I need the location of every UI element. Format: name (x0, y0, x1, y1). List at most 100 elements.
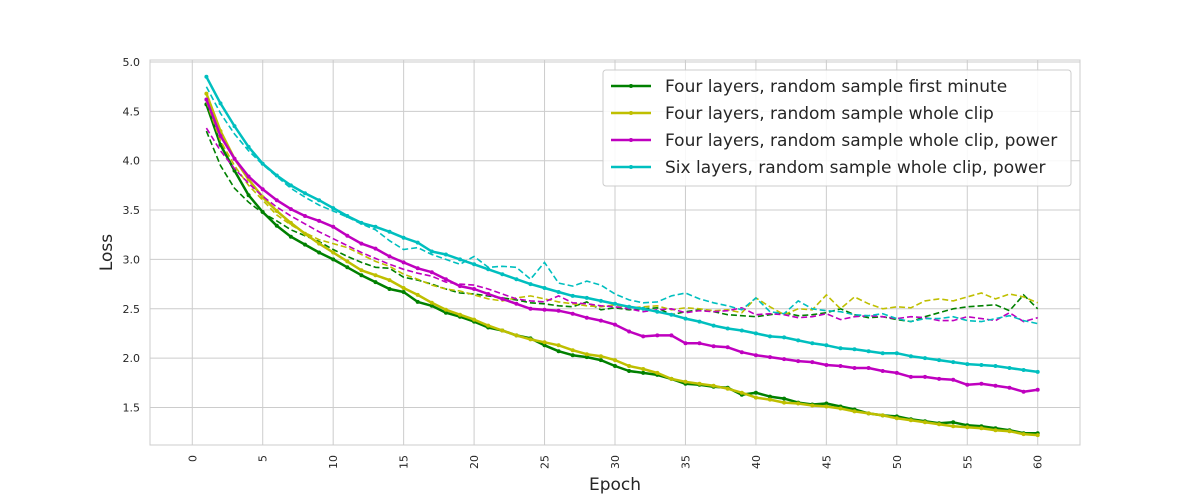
training-data-point (429, 249, 434, 254)
training-data-point (472, 287, 477, 291)
training-data-point (584, 352, 589, 357)
training-data-point (1035, 387, 1040, 392)
training-data-point (655, 333, 660, 338)
training-data-point (598, 354, 603, 359)
training-data-point (739, 350, 744, 355)
x-tick-label: 5 (257, 455, 270, 462)
legend-label: Six layers, random sample whole clip, po… (665, 158, 1045, 178)
training-data-point (697, 381, 702, 386)
training-data-point (683, 341, 688, 346)
training-data-point (443, 277, 448, 282)
training-data-point (697, 319, 702, 324)
y-tick-label: 2.5 (123, 303, 141, 316)
training-data-point (232, 156, 237, 161)
training-data-point (965, 362, 970, 367)
training-data-point (260, 195, 265, 200)
legend-swatch-marker (629, 111, 633, 115)
training-data-point (542, 307, 547, 312)
training-data-point (528, 337, 533, 342)
training-data-point (655, 370, 660, 375)
training-data-point (613, 364, 617, 368)
training-data-point (725, 386, 730, 391)
training-data-point (683, 316, 688, 321)
training-data-point (387, 229, 392, 234)
training-data-point (274, 198, 279, 203)
training-data-point (317, 241, 322, 246)
training-data-point (246, 174, 251, 179)
training-data-point (838, 346, 843, 351)
training-data-point (345, 214, 350, 218)
training-data-point (838, 364, 843, 368)
training-data-point (951, 420, 956, 425)
training-data-point (782, 396, 787, 401)
y-axis-label: Loss (97, 234, 117, 271)
training-data-point (288, 183, 293, 188)
training-data-point (669, 312, 674, 317)
training-data-point (1035, 433, 1040, 438)
training-data-point (274, 209, 279, 213)
training-data-point (331, 257, 336, 262)
training-data-point (218, 142, 223, 147)
training-data-point (500, 328, 505, 333)
y-tick-label: 4.0 (123, 155, 141, 168)
training-data-point (345, 259, 350, 264)
training-data-point (894, 370, 899, 375)
training-data-point (711, 344, 716, 349)
x-tick-label: 0 (186, 455, 199, 462)
training-data-point (584, 295, 589, 300)
training-data-point (739, 390, 744, 395)
training-data-point (303, 231, 307, 236)
legend-label: Four layers, random sample first minute (665, 77, 1007, 97)
training-data-point (711, 383, 716, 388)
training-data-point (429, 300, 434, 305)
training-data-point (500, 296, 505, 301)
tick-labels: 0 5 10 15 20 25 30 35 40 45 50 55 60 1.5 2.0 2.5 3.0 3.5 4… (123, 56, 1045, 469)
training-data-point (979, 426, 984, 431)
training-data-point (866, 349, 871, 354)
training-data-point (993, 364, 998, 368)
training-data-point (472, 262, 477, 267)
training-data-point (782, 335, 787, 340)
training-data-point (627, 364, 632, 368)
training-data-point (345, 265, 350, 270)
training-data-point (824, 343, 829, 348)
training-data-point (965, 382, 970, 387)
training-data-point (923, 356, 927, 361)
training-data-point (655, 309, 660, 314)
training-data-point (937, 422, 942, 427)
training-data-point (1007, 385, 1012, 390)
x-axis-label: Epoch (589, 475, 641, 495)
series-four-layers-random-sample-whole-clip-power (204, 97, 1040, 394)
training-data-point (1035, 369, 1040, 374)
training-data-point (331, 206, 336, 211)
training-data-point (443, 310, 448, 315)
y-tick-label: 4.5 (123, 105, 141, 118)
training-data-point (768, 355, 772, 360)
training-data-point (373, 224, 378, 229)
training-data-point (528, 282, 533, 287)
x-tick-label: 60 (1032, 455, 1045, 469)
training-data-point (232, 124, 237, 129)
training-data-point (415, 299, 420, 304)
validation-loss-line (205, 127, 1038, 323)
legend-item: Four layers, random sample whole clip (611, 104, 994, 124)
training-data-point (401, 286, 406, 290)
training-data-point (866, 366, 871, 370)
training-data-point (570, 353, 575, 358)
plot-frame (149, 59, 1081, 446)
training-data-point (627, 304, 632, 309)
training-data-point (204, 91, 209, 96)
legend-label: Four layers, random sample whole clip, p… (665, 131, 1057, 151)
training-data-point (613, 301, 617, 306)
training-data-point (584, 355, 589, 360)
training-data-point (331, 250, 336, 255)
training-data-point (1021, 368, 1026, 372)
training-data-point (415, 240, 420, 245)
training-data-point (246, 193, 251, 198)
training-data-point (880, 351, 885, 356)
legend-item: Four layers, random sample whole clip, p… (611, 131, 1057, 151)
training-data-point (641, 306, 646, 311)
training-data-point (753, 390, 758, 395)
training-data-point (401, 260, 406, 265)
training-data-point (570, 348, 575, 353)
